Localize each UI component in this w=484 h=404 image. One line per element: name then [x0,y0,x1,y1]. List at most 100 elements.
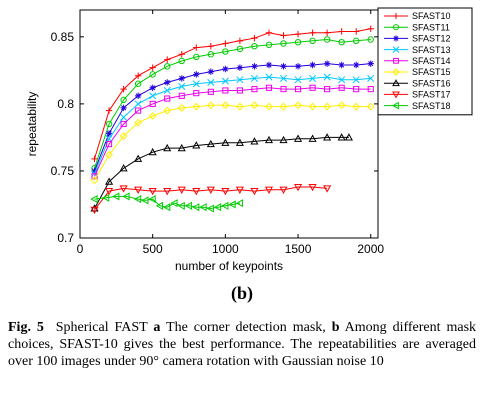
data-point-marker [178,51,185,58]
data-point-marker [91,167,98,175]
data-point-marker [206,186,215,194]
data-point-marker [367,25,374,32]
data-point-marker [163,143,172,152]
data-point-marker [352,102,361,111]
data-point-marker [393,13,399,19]
data-point-marker [236,45,244,53]
data-point-marker [134,92,142,100]
data-point-marker [192,187,201,196]
data-point-marker [207,68,215,75]
data-point-marker [193,90,200,97]
data-point-marker [294,63,302,70]
data-point-marker [105,177,114,185]
data-point-marker [265,61,273,69]
data-point-marker [235,138,244,146]
data-point-marker [228,200,236,209]
data-point-marker [134,186,143,194]
legend-label: SFAST17 [412,90,451,100]
data-point-marker [122,192,130,201]
data-point-marker [250,187,259,196]
data-point-marker [206,101,215,110]
data-point-marker [178,82,186,91]
x-tick-label: 2000 [357,242,384,256]
y-axis-label: repeatability [25,92,39,157]
data-point-marker [148,112,157,120]
data-point-marker [338,28,345,35]
figure-chart: 0 500 1000 1500 2000 0.7 0.75 0.8 0.85 SFAST10 SF… [25,7,473,273]
data-point-marker [323,102,332,111]
data-point-marker [164,95,171,102]
data-point-marker [163,187,172,196]
series-sfast10 [91,25,374,163]
data-point-marker [119,185,128,193]
data-point-marker [149,92,157,100]
y-tick-label: 0.75 [51,164,75,178]
data-point-marker [308,134,317,142]
data-point-marker [265,102,273,111]
data-point-marker [133,195,142,204]
data-point-marker [294,76,302,84]
data-point-marker [192,141,201,149]
data-point-marker [294,30,302,38]
legend-entry: SFAST16 [384,78,451,88]
series-sfast14 [91,84,374,180]
series-sfast17 [90,183,332,215]
caption-figure-label: Fig. 5 [8,320,44,335]
series-sfast15 [90,101,375,185]
x-tick-label: 1000 [212,242,239,256]
series-line [94,195,240,210]
data-point-marker [162,203,171,212]
data-point-marker [280,32,287,39]
data-point-marker [308,102,317,111]
data-point-marker [148,147,157,156]
data-point-marker [309,37,316,45]
data-point-marker [163,106,172,115]
series-sfast16 [90,133,353,212]
data-point-marker [222,87,229,94]
data-point-marker [338,76,346,84]
legend-label: SFAST10 [412,11,451,21]
data-point-marker [250,101,259,110]
data-point-marker [294,101,302,110]
data-point-marker [105,120,113,128]
data-point-marker [393,57,399,64]
data-point-marker [391,101,399,110]
data-point-marker [177,143,186,152]
data-point-marker [221,187,230,196]
data-point-marker [199,203,207,212]
figure-caption: Fig. 5 Spherical FAST a The corner detec… [8,319,476,370]
data-point-marker [120,96,127,104]
legend-entry: SFAST10 [384,11,451,21]
data-point-marker [170,199,178,208]
data-point-marker [164,79,171,86]
legend-entry: SFAST11 [384,22,450,32]
data-point-marker [192,80,200,88]
data-point-marker [120,85,127,93]
data-point-marker [193,71,200,78]
legend-entry: SFAST15 [384,67,451,77]
data-point-marker [222,40,229,47]
data-point-marker [164,56,171,63]
data-point-marker [392,91,400,99]
data-point-marker [213,203,222,212]
y-tick-label: 0.7 [57,231,74,245]
data-point-marker [250,137,259,145]
data-point-marker [112,192,120,201]
data-point-marker [366,102,375,111]
data-point-marker [367,60,374,67]
data-point-marker [279,74,288,82]
data-point-marker [251,34,258,42]
data-point-marker [392,68,400,76]
caption-part-a-letter: a [153,320,161,335]
data-point-marker [352,61,360,69]
data-point-marker [324,86,331,93]
data-point-marker [177,186,186,194]
data-point-marker [279,186,288,194]
data-point-marker [141,196,149,205]
data-point-marker [367,74,375,82]
data-point-marker [352,76,360,84]
caption-title: Spherical FAST [55,320,148,335]
data-point-marker [279,102,288,111]
caption-part-a-text: The corner detection mask, [166,320,326,335]
panel-label: (b) [231,283,253,303]
